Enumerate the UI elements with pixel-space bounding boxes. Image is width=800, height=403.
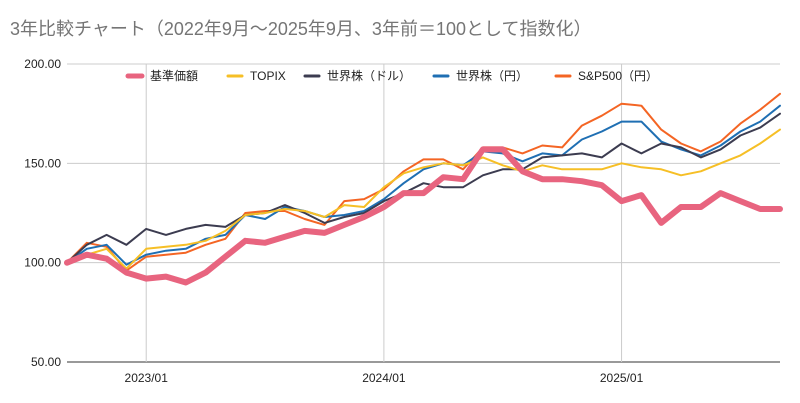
series-line-4 [66, 92, 781, 272]
legend-item: 世界株（円） [432, 68, 528, 83]
x-tick-label: 2025/01 [600, 371, 644, 385]
legend-label: 基準価額 [150, 68, 198, 83]
legend-label: S&P500（円） [578, 69, 658, 83]
series-line-0 [64, 146, 783, 286]
y-tick-label: 200.00 [24, 57, 61, 71]
axis-layer: 50.00 100.00 150.00 200.00 2023/01 2024/01 202… [24, 57, 643, 385]
y-tick-label: 50.00 [31, 355, 61, 369]
legend-label: 世界株（円） [456, 68, 528, 83]
series-line-1 [66, 128, 781, 270]
legend-item: 世界株（ドル） [303, 68, 411, 83]
grid-layer [67, 63, 780, 363]
legend-label: 世界株（ドル） [327, 68, 411, 83]
legend-item: 基準価額 [125, 68, 198, 83]
legend-item: TOPIX [226, 69, 286, 83]
legend: 基準価額 TOPIX 世界株（ドル） 世界株（円） S&P500（円） [125, 68, 658, 83]
x-tick-label: 2023/01 [125, 371, 169, 385]
chart-title: 3年比較チャート（2022年9月～2025年9月、3年前＝100として指数化） [10, 19, 591, 39]
series-line-3 [66, 104, 781, 266]
series-line-2 [66, 112, 781, 264]
y-tick-label: 100.00 [24, 256, 61, 270]
x-tick-label: 2024/01 [362, 371, 406, 385]
legend-label: TOPIX [250, 69, 286, 83]
y-tick-label: 150.00 [24, 156, 61, 170]
series-layer [64, 92, 783, 286]
legend-item: S&P500（円） [554, 69, 658, 83]
